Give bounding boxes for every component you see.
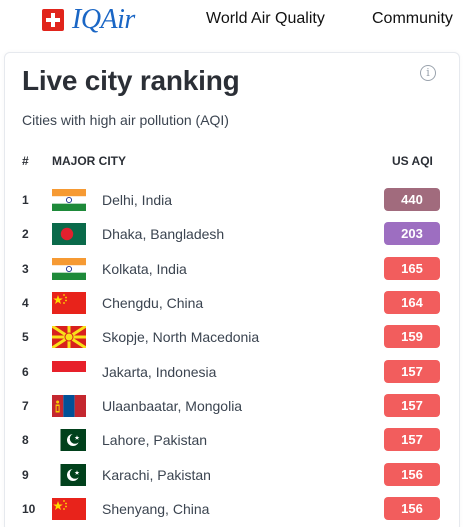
china-flag-icon [52,498,86,521]
aqi-badge: 156 [384,462,440,486]
aqi-badge: 203 [384,222,440,246]
column-header-aqi: US AQI [392,154,433,168]
iqair-logo[interactable]: IQAir [42,6,135,34]
ranking-row[interactable]: 6 Jakarta, Indonesia 157 [5,356,461,390]
ranking-row[interactable]: 8 Lahore, Pakistan 157 [5,424,461,458]
nav-world-air-quality[interactable]: World Air Quality [206,10,325,27]
city-name-link[interactable]: Dhaka, Bangladesh [102,226,225,243]
city-name-link[interactable]: Jakarta, Indonesia [102,363,217,380]
city-name-link[interactable]: Shenyang, China [102,501,210,518]
ranking-row[interactable]: 3 Kolkata, India 165 [5,253,461,287]
city-name-link[interactable]: Delhi, India [102,192,173,208]
brand-name: IQAir [72,4,135,35]
pakistan-flag-icon [52,429,86,452]
aqi-badge: 159 [384,325,440,349]
info-icon[interactable]: i [420,65,436,81]
rank-number: 4 [22,296,29,311]
rank-number: 6 [22,364,29,379]
swiss-flag-icon [42,9,64,31]
aqi-badge: 165 [384,256,440,280]
city-name-link[interactable]: Lahore, Pakistan [102,432,208,449]
aqi-badge: 157 [384,394,440,418]
column-header-rank: # [22,154,29,168]
north-macedonia-flag-icon [52,326,86,349]
china-flag-icon [52,292,86,315]
aqi-badge: 156 [384,497,440,521]
card-subtitle: Cities with high air pollution (AQI) [22,112,229,128]
rank-number: 9 [22,467,29,482]
ranking-row[interactable]: 7 Ulaanbaatar, Mongolia 157 [5,390,461,424]
rank-number: 10 [22,502,36,517]
ranking-row[interactable]: 10 Shenyang, China 156 [5,493,461,527]
rank-number: 7 [22,399,29,414]
city-name-link[interactable]: Karachi, Pakistan [102,466,211,483]
india-flag-icon [52,257,86,280]
indonesia-flag-icon [52,360,86,383]
ranking-row[interactable]: 2 Dhaka, Bangladesh 203 [5,218,461,252]
city-name-link[interactable]: Ulaanbaatar, Mongolia [102,398,243,415]
ranking-row[interactable]: 4 Chengdu, China 164 [5,287,461,321]
rank-number: 2 [22,227,29,242]
card-title: Live city ranking [22,65,240,96]
rank-number: 8 [22,433,29,448]
ranking-row[interactable]: 1 Delhi, India 440 [5,184,461,218]
ranking-row[interactable]: 5 Skopje, North Macedonia 159 [5,321,461,355]
live-city-ranking-card: Live city ranking i Cities with high air… [4,52,460,527]
city-name-link[interactable]: Chengdu, China [102,295,204,312]
bangladesh-flag-icon [52,223,86,246]
nav-community[interactable]: Community [372,10,453,27]
aqi-badge: 157 [384,428,440,452]
ranking-row[interactable]: 9 Karachi, Pakistan 156 [5,459,461,493]
mongolia-flag-icon [52,395,86,418]
aqi-badge: 157 [384,359,440,383]
top-navigation-bar: IQAir World Air Quality Community [0,0,464,40]
rank-number: 3 [22,261,29,276]
column-header-city: MAJOR CITY [52,154,127,168]
city-name-link[interactable]: Kolkata, India [102,260,187,277]
rank-number: 1 [22,193,29,207]
city-name-link[interactable]: Skopje, North Macedonia [102,329,260,346]
aqi-badge: 440 [384,188,440,211]
pakistan-flag-icon [52,463,86,486]
india-flag-icon [52,189,86,211]
aqi-badge: 164 [384,291,440,315]
rank-number: 5 [22,330,29,345]
